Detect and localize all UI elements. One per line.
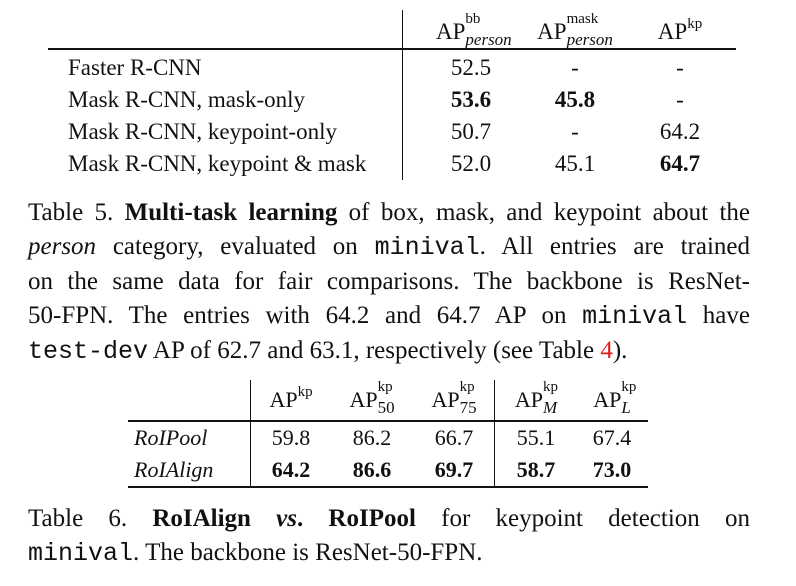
caption-line: on the same data for fair comparisons. T…	[28, 268, 750, 295]
header-sup: kp	[621, 379, 637, 395]
header-base: AP	[514, 387, 543, 412]
table-6-bottom-rule	[128, 486, 648, 488]
table-6-row-label: RoIPool	[134, 425, 208, 450]
table-6-caption: Table 6. RoIAlign vs. RoIPool for keypoi…	[28, 502, 750, 571]
table-6-header-ap-kp: APkp	[260, 384, 322, 417]
header-base: AP	[349, 387, 378, 412]
header-sup: kp	[459, 379, 475, 395]
table-6-cell: 67.4	[592, 425, 632, 450]
table-5-cell-best: 53.6	[450, 87, 492, 112]
header-sub: L	[621, 398, 631, 417]
table-6-header-rule	[128, 420, 648, 422]
header-sup: kp	[297, 384, 313, 400]
table-6-header-ap-kp-l: AP kp L	[576, 379, 648, 417]
table-5-cell: 50.7	[450, 119, 492, 144]
caption-code: test-dev	[28, 337, 149, 366]
caption-bold: . RoIPool	[296, 505, 416, 532]
table-5-cell: -	[571, 119, 579, 144]
header-sub: 50	[377, 398, 395, 417]
table-6-cell: 55.1	[516, 425, 556, 450]
table-5: AP bb person AP mask person APkp Faster R-CN…	[48, 10, 738, 185]
table-6-column-divider	[494, 380, 495, 488]
caption-text: for keypoint detection on	[415, 505, 750, 532]
header-sup: kp	[542, 379, 558, 395]
table-6-header-ap-kp-75: AP kp 75	[418, 379, 490, 417]
table-5-column-divider	[402, 10, 403, 180]
caption-line: Table 5. Multi-task learning of box, mas…	[28, 196, 750, 230]
caption-prefix: Table 6.	[28, 505, 153, 532]
caption-code: minival	[374, 233, 480, 262]
table-6-cell: 59.8	[271, 425, 311, 450]
caption-line: Table 6. RoIAlign vs. RoIPool for keypoi…	[28, 502, 750, 536]
table-6-cell: 66.7	[434, 425, 474, 450]
caption-line: person category, evaluated on minival. A…	[28, 230, 750, 265]
header-base: AP	[537, 19, 567, 44]
table-6-row-label: RoIAlign	[134, 457, 214, 482]
header-base: AP	[657, 19, 688, 44]
caption-bold: Multi-task learning	[124, 199, 338, 226]
caption-prefix: Table 5.	[28, 199, 125, 226]
caption-text: . All entries are trained	[479, 233, 750, 260]
table-5-cell: 52.0	[450, 151, 492, 176]
table-6-cell-best: 69.7	[434, 457, 474, 482]
table-5-row-label: Faster R-CNN	[68, 55, 202, 80]
caption-text: AP of 62.7 and 63.1, respectively (see T…	[148, 337, 601, 364]
header-base: AP	[436, 19, 466, 44]
table-5-cell-best: 45.8	[554, 87, 596, 112]
caption-line: 50-FPN. The entries with 64.2 and 64.7 A…	[28, 299, 750, 334]
table-5-cell: 52.5	[450, 55, 492, 80]
caption-text: have	[687, 302, 750, 329]
header-sub: person	[465, 30, 512, 49]
caption-line: minival. The backbone is ResNet-50-FPN.	[28, 536, 750, 571]
table-6-cell-best: 86.6	[352, 457, 392, 482]
table-5-caption: Table 5. Multi-task learning of box, mas…	[28, 196, 750, 369]
table-6-cell-best: 73.0	[592, 457, 632, 482]
caption-line: test-dev AP of 62.7 and 63.1, respective…	[28, 334, 750, 369]
table-5-row-label: Mask R-CNN, mask-only	[68, 87, 306, 112]
table-5-header-ap-bb-person: AP bb person	[436, 11, 512, 49]
table-5-cell-best: 64.7	[659, 151, 701, 176]
header-base: AP	[431, 387, 460, 412]
header-sup: bb	[465, 11, 481, 27]
caption-italic: person	[28, 233, 97, 260]
header-base: AP	[593, 387, 622, 412]
table-6: APkp AP kp 50 AP kp 75 AP kp M AP kp L RoIPool 5…	[128, 379, 650, 490]
caption-text: of box, mask, and keypoint about the	[337, 199, 750, 226]
table-5-cell: -	[571, 55, 579, 80]
caption-code: minival	[582, 302, 688, 331]
header-sub: 75	[459, 398, 477, 417]
caption-text: category, evaluated on	[96, 233, 375, 260]
table-5-cell: 64.2	[659, 119, 701, 144]
table-6-header-ap-kp-m: AP kp M	[500, 379, 572, 417]
table-5-row-label: Mask R-CNN, keypoint & mask	[68, 151, 367, 176]
header-sub: person	[566, 30, 613, 49]
caption-text: . The backbone is ResNet-50-FPN.	[133, 539, 483, 566]
header-sup: kp	[377, 379, 393, 395]
caption-text: 50-FPN. The entries with 64.2 and 64.7 A…	[28, 302, 583, 329]
table-5-row-label: Mask R-CNN, keypoint-only	[68, 119, 337, 144]
table-5-cell: 45.1	[554, 151, 596, 176]
header-sup: mask	[566, 11, 599, 27]
table-6-cell-best: 64.2	[271, 457, 311, 482]
caption-text: ).	[612, 337, 628, 364]
table-6-header-ap-kp-50: AP kp 50	[336, 379, 408, 417]
caption-bold: RoIAlign	[152, 505, 251, 532]
table-5-header-rule	[48, 48, 736, 50]
table-5-cell: -	[676, 87, 684, 112]
table-6-cell: 86.2	[352, 425, 392, 450]
caption-bold-italic: vs	[250, 505, 297, 532]
table-6-column-divider	[250, 380, 251, 488]
caption-code: minival	[28, 539, 134, 568]
table-reference-link[interactable]: 4	[600, 337, 613, 364]
header-base: AP	[269, 387, 298, 412]
table-6-cell-best: 58.7	[516, 457, 556, 482]
header-sup: kp	[687, 16, 703, 32]
table-5-header-ap-mask-person: AP mask person	[536, 11, 614, 49]
table-5-header-ap-kp: APkp	[644, 16, 716, 49]
header-sub: M	[542, 398, 558, 417]
table-5-cell: -	[676, 55, 684, 80]
